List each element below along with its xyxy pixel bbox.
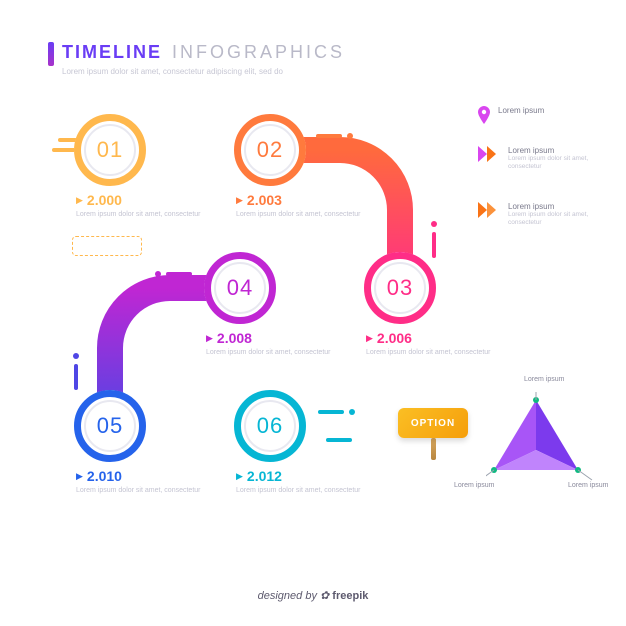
title-sub: INFOGRAPHICS [172, 42, 345, 63]
node-info-01: ▶ 2.000 Lorem ipsum dolor sit amet, cons… [76, 192, 206, 219]
timeline: 01 02 03 04 05 06 [40, 88, 460, 508]
node-desc: Lorem ipsum dolor sit amet, consectetur [206, 348, 336, 357]
node-desc: Lorem ipsum dolor sit amet, consectetur [76, 486, 206, 495]
node-year: 2.006 [377, 330, 412, 346]
legend-item: Lorem ipsum [478, 106, 544, 124]
play-icon: ▶ [236, 471, 243, 482]
timeline-node-06: 06 [234, 390, 306, 462]
option-signpost [431, 438, 436, 460]
node-year: 2.008 [217, 330, 252, 346]
node-info-05: ▶ 2.010 Lorem ipsum dolor sit amet, cons… [76, 468, 206, 495]
title-main: TIMELINE [62, 42, 162, 63]
node-desc: Lorem ipsum dolor sit amet, consectetur [366, 348, 496, 357]
timeline-node-02: 02 [234, 114, 306, 186]
triangle-label: Lorem ipsum [454, 482, 494, 489]
footer-by: designed by [258, 590, 317, 602]
legend-title: Lorem ipsum [498, 106, 544, 115]
header: TIMELINE INFOGRAPHICS Lorem ipsum dolor … [62, 42, 345, 77]
legend-item: Lorem ipsum Lorem ipsum dolor sit amet, … [478, 146, 598, 172]
node-desc: Lorem ipsum dolor sit amet, consectetur [236, 486, 366, 495]
triangle-graphic: Lorem ipsum Lorem ipsum Lorem ipsum [486, 392, 616, 502]
node-info-04: ▶ 2.008 Lorem ipsum dolor sit amet, cons… [206, 330, 336, 357]
legend-title: Lorem ipsum [508, 202, 598, 211]
timeline-node-03: 03 [364, 252, 436, 324]
node-year: 2.010 [87, 468, 122, 484]
node-desc: Lorem ipsum dolor sit amet, consectetur [236, 210, 366, 219]
node-info-03: ▶ 2.006 Lorem ipsum dolor sit amet, cons… [366, 330, 496, 357]
play-icon: ▶ [236, 195, 243, 206]
node-info-02: ▶ 2.003 Lorem ipsum dolor sit amet, cons… [236, 192, 366, 219]
timeline-node-04: 04 [204, 252, 276, 324]
footer-brand: freepik [332, 590, 368, 602]
play-icon: ▶ [76, 471, 83, 482]
legend-title: Lorem ipsum [508, 146, 598, 155]
node-year: 2.003 [247, 192, 282, 208]
legend-sub: Lorem ipsum dolor sit amet, consectetur [508, 155, 598, 172]
play-icon: ▶ [76, 195, 83, 206]
option-label: OPTION [411, 418, 455, 429]
double-arrow-icon [478, 202, 500, 218]
pin-icon [478, 106, 490, 124]
option-sign: OPTION [398, 408, 468, 438]
double-arrow-icon [478, 146, 500, 162]
triangle-label: Lorem ipsum [568, 482, 608, 489]
triangle-label: Lorem ipsum [524, 376, 564, 383]
header-subtitle: Lorem ipsum dolor sit amet, consectetur … [62, 67, 322, 77]
node-year: 2.012 [247, 468, 282, 484]
title-accent-bar [48, 42, 54, 66]
timeline-node-05: 05 [74, 390, 146, 462]
node-info-06: ▶ 2.012 Lorem ipsum dolor sit amet, cons… [236, 468, 366, 495]
play-icon: ▶ [206, 333, 213, 344]
legend-item: Lorem ipsum Lorem ipsum dolor sit amet, … [478, 202, 598, 228]
play-icon: ▶ [366, 333, 373, 344]
node-desc: Lorem ipsum dolor sit amet, consectetur [76, 210, 206, 219]
dash-box [72, 236, 142, 256]
footer: designed by ✿ freepik [0, 589, 626, 602]
timeline-node-01: 01 [74, 114, 146, 186]
node-year: 2.000 [87, 192, 122, 208]
legend-sub: Lorem ipsum dolor sit amet, consectetur [508, 211, 598, 228]
